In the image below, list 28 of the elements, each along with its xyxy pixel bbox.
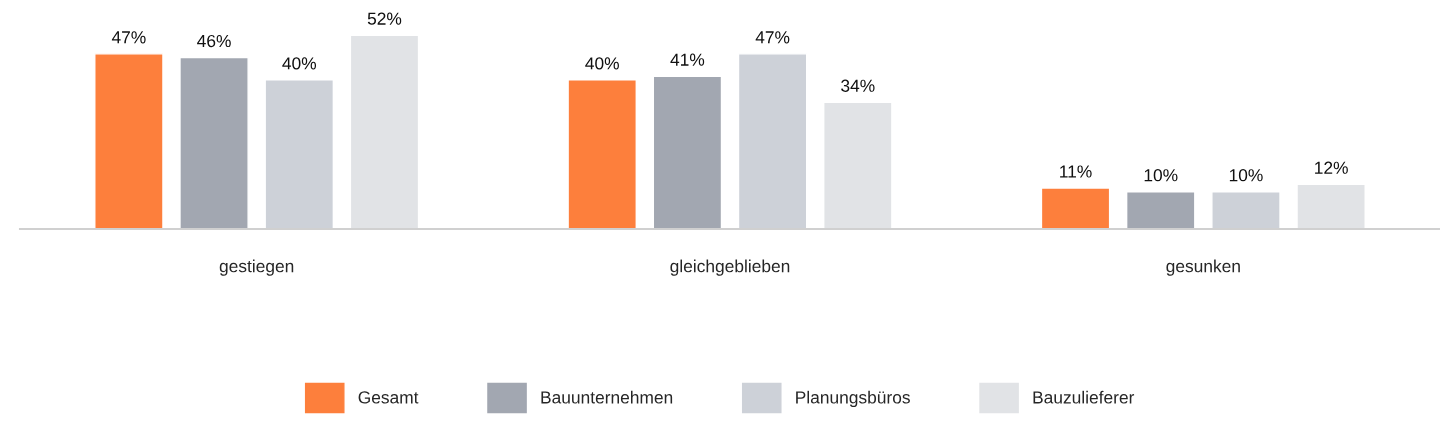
legend-label: Bauzulieferer [1033, 390, 1135, 404]
data-label: 47% [755, 31, 790, 44]
data-label: 46% [197, 34, 231, 48]
data-label: 40% [282, 57, 317, 70]
data-label: 12% [1315, 161, 1348, 174]
bar [823, 101, 893, 229]
data-label: 10% [1229, 169, 1263, 182]
legend-label: Bauunternehmen [541, 390, 673, 404]
data-label: 11% [1060, 165, 1092, 178]
bar [1296, 183, 1366, 229]
bar [94, 53, 164, 229]
data-label: 10% [1144, 169, 1178, 182]
x-tick-label: gleichgeblieben [670, 259, 790, 276]
bar [179, 56, 249, 229]
data-label: 52% [367, 12, 402, 25]
bar [1040, 187, 1111, 229]
data-label: 47% [111, 31, 146, 44]
x-tick-label: gesunken [1166, 259, 1240, 276]
x-tick-label: gestiegen [219, 259, 294, 276]
bar [1125, 191, 1196, 229]
bar [567, 79, 637, 229]
bar [349, 34, 420, 229]
data-label: 41% [670, 53, 705, 66]
bar [652, 75, 723, 229]
legend-label: Gesamt [358, 391, 419, 404]
legend-label: Planungsbüros [796, 390, 910, 407]
data-label: 34% [841, 79, 875, 92]
data-label: 40% [585, 57, 619, 70]
